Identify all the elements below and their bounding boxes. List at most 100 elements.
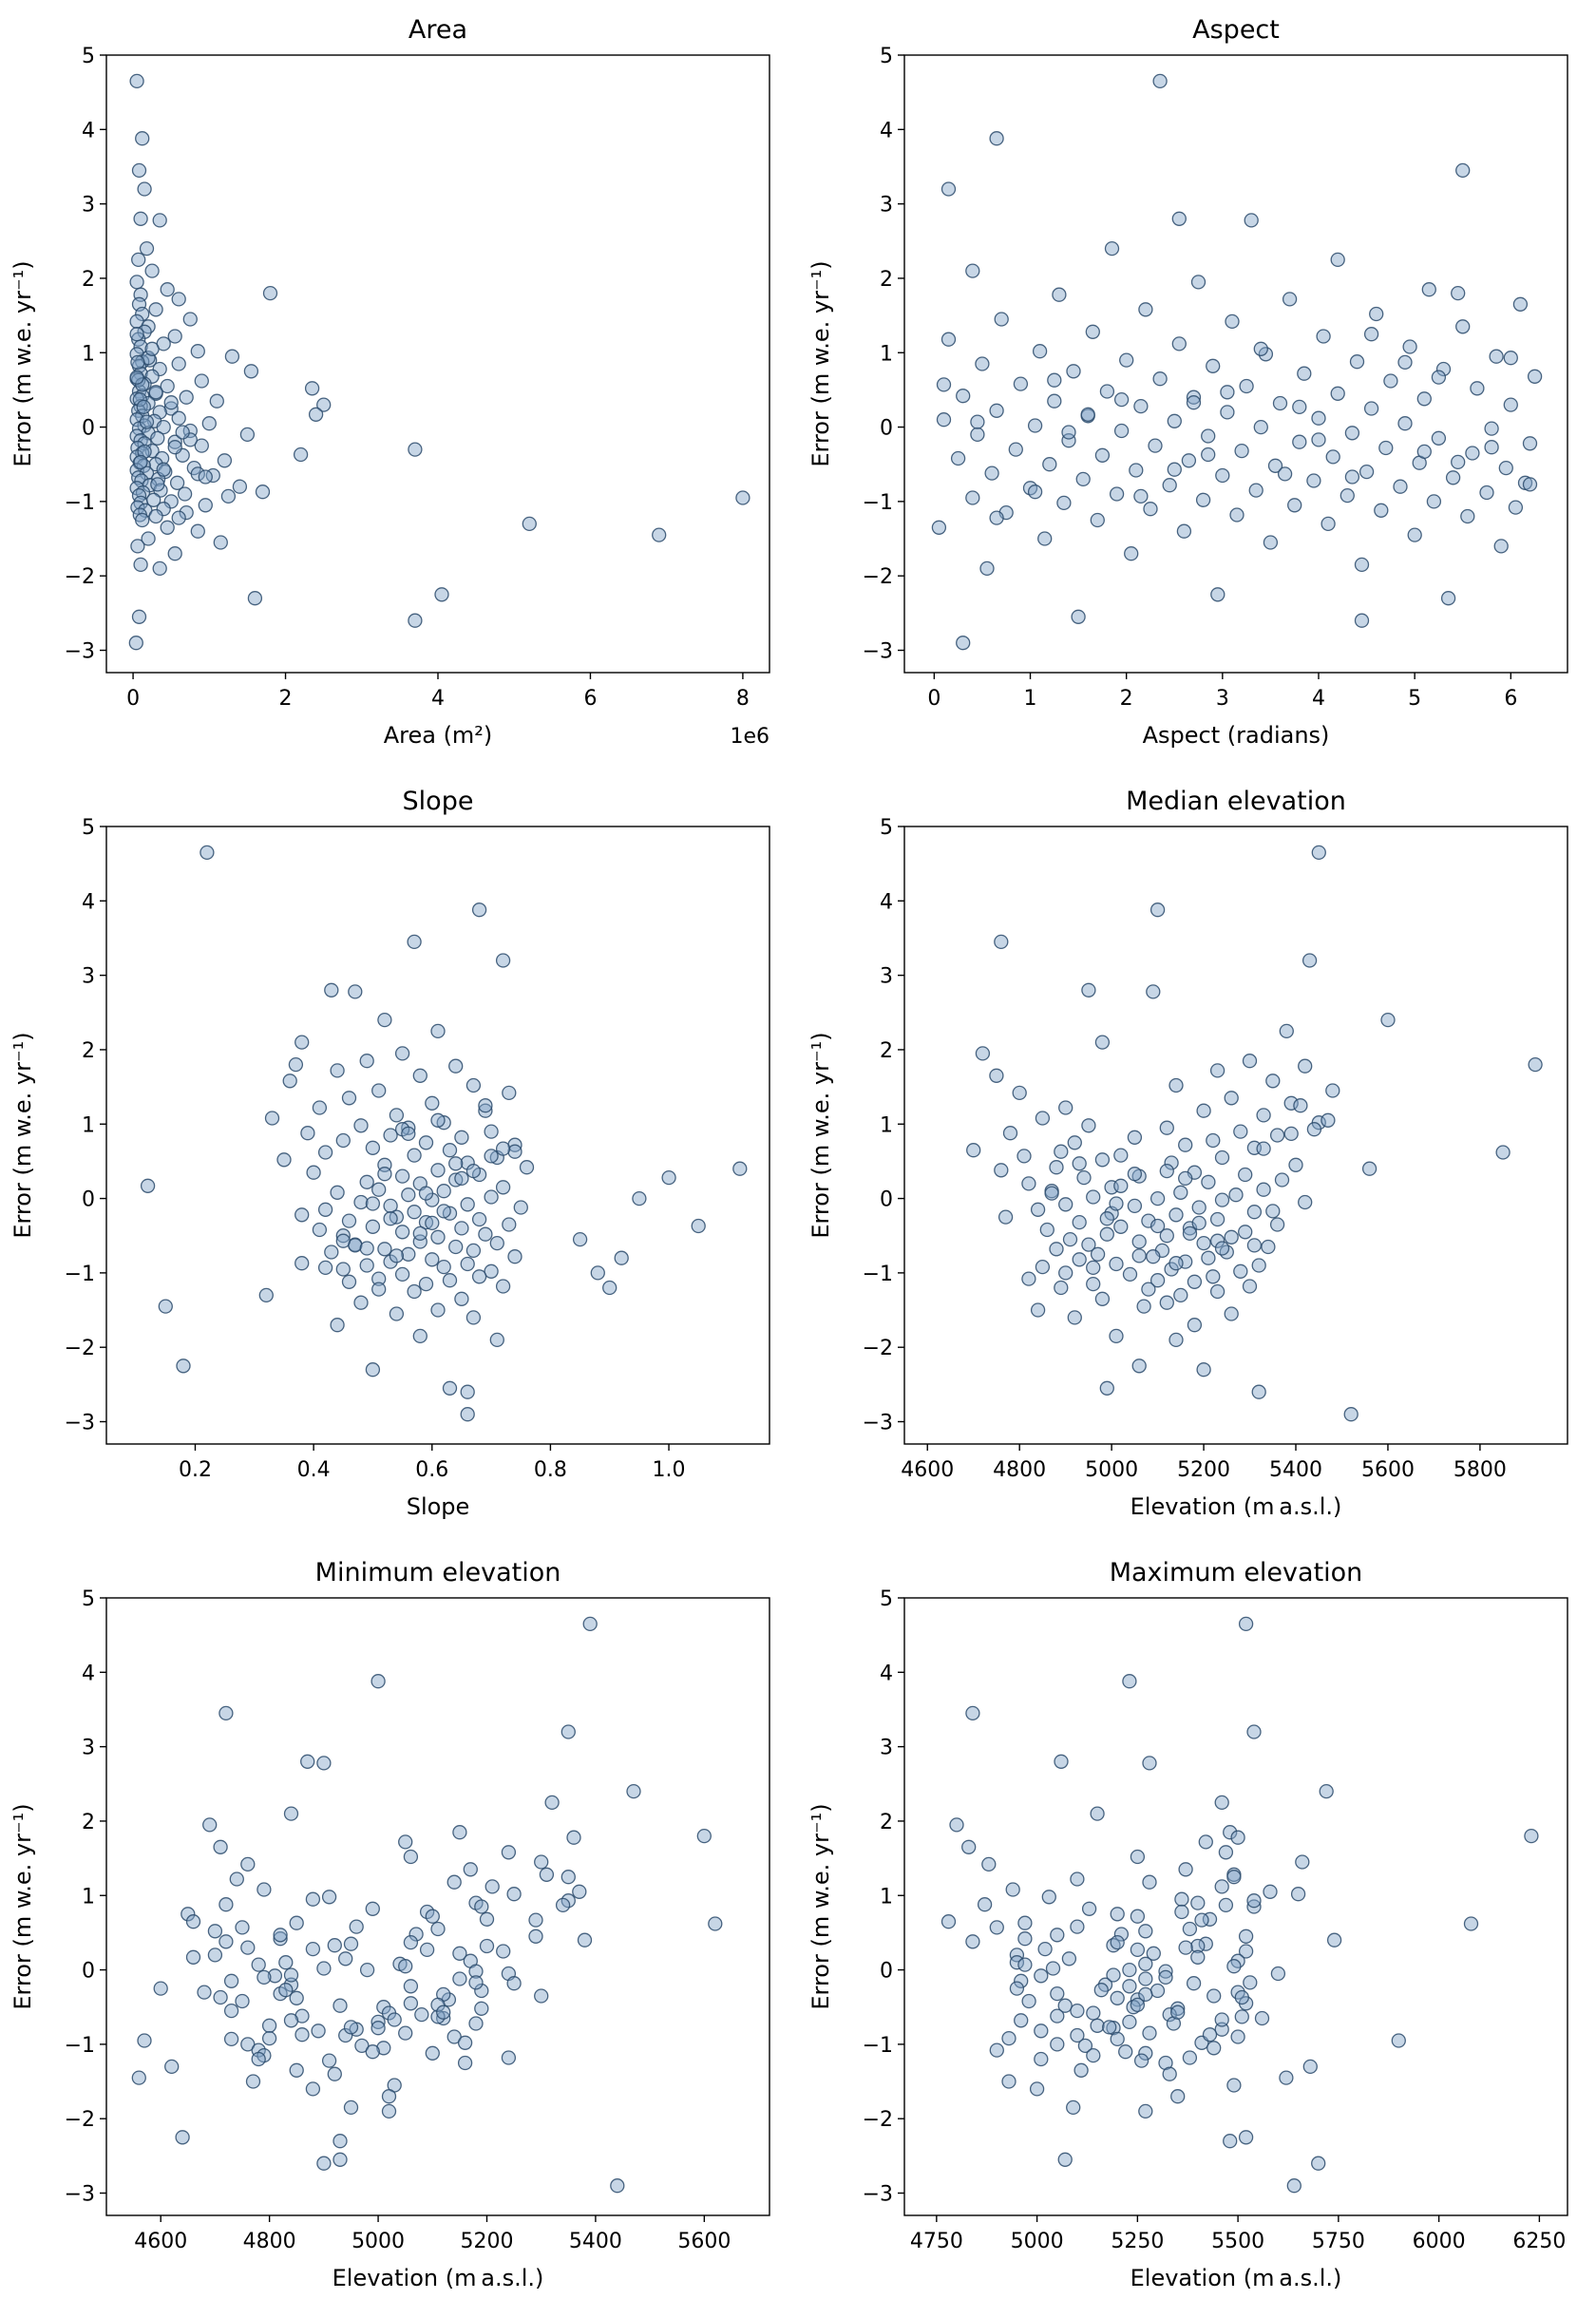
x-tick-label: 5000 [1085,1458,1138,1482]
data-point [239,427,256,443]
data-point [513,1200,528,1215]
data-point [940,1914,957,1929]
data-point [534,1854,549,1870]
data-point [1302,953,1318,968]
data-point [251,1957,266,1972]
data-point [1061,1951,1077,1966]
data-point [289,1915,304,1930]
data-point [398,1834,413,1850]
data-point [454,1221,469,1236]
data-point [970,414,985,429]
data-point [1030,1302,1046,1318]
x-tick-label: 0.2 [179,1458,212,1482]
data-point [1070,2027,1085,2043]
data-point [300,1126,315,1141]
x-tick-label: 5400 [569,2230,622,2253]
data-point [128,636,143,651]
data-point [1058,1265,1074,1281]
y-tick-label: 2 [82,1811,95,1834]
data-point [156,502,171,517]
data-point [460,1197,475,1212]
data-point [1209,1211,1226,1227]
data-point [1182,1226,1198,1242]
y-axis-label: Error (m w.e. yr⁻¹) [808,1032,834,1238]
data-point [430,1302,446,1318]
data-point [213,535,228,550]
y-tick-label: −3 [863,1412,893,1435]
data-point [1014,2013,1029,2028]
data-point [289,1990,304,2005]
data-point [1223,2134,1238,2149]
data-point [261,2030,277,2046]
data-point [1495,1145,1510,1160]
data-point [129,275,144,290]
data-point [1058,1197,1074,1212]
data-point [305,1941,321,1957]
data-point [1226,2078,1242,2093]
data-point [152,560,167,577]
x-tick-label: 6000 [1413,2230,1466,2253]
data-point [1201,1250,1216,1265]
data-point [1196,1362,1211,1378]
data-point [1261,1239,1276,1255]
data-point [1263,1884,1278,1899]
data-point [1463,1916,1479,1931]
y-tick-label: −2 [863,2108,893,2132]
x-tick-label: 5600 [677,2230,731,2253]
data-point [1340,487,1355,504]
data-point [425,1909,440,1924]
data-point [129,327,144,342]
data-point [1306,1122,1322,1137]
data-point [1479,484,1494,501]
data-point [276,1152,292,1168]
data-point [1109,1328,1124,1344]
data-point [407,1148,422,1163]
data-point [1142,1756,1157,1771]
data-point [144,263,160,278]
data-point [164,2059,180,2075]
data-point [150,477,165,492]
data-point [463,1862,478,1877]
y-tick-label: −3 [65,1412,95,1435]
subplot-maximum-elevation: Maximum elevation Error (m w.e. yr⁻¹) Elev… [798,1543,1596,2314]
plot-title: Aspect [1192,15,1280,45]
data-point [283,1967,299,1983]
data-point [317,1145,333,1160]
data-point [1206,1269,1221,1284]
data-point [185,1914,201,1929]
data-point [452,1825,467,1840]
y-tick-label: 5 [82,1587,95,1611]
data-point [1455,162,1471,179]
data-point [1058,1100,1074,1115]
data-point [1253,341,1268,356]
data-point [454,1291,469,1306]
y-tick-label: 5 [880,1587,893,1611]
data-point [294,1035,310,1050]
y-tick-label: −1 [863,2034,893,2058]
y-tick-label: 2 [82,268,95,292]
data-point [316,1961,332,1976]
data-point [506,1976,522,1991]
data-point [1081,1118,1096,1133]
data-point [1182,2050,1198,2065]
data-point [430,1112,446,1128]
data-point [966,1143,981,1158]
data-point [136,399,151,415]
data-point [1122,1979,1137,1994]
plot-title: Median elevation [1126,787,1346,816]
data-point [519,1160,535,1175]
data-point [414,2006,429,2023]
data-point [1191,1200,1206,1215]
data-point [1074,2062,1089,2078]
data-point [1142,2025,1157,2041]
data-point [471,1269,487,1284]
data-point [194,373,209,389]
data-point [474,1899,489,1914]
data-point [446,2029,462,2044]
data-point [1162,2066,1177,2081]
data-point [1106,1967,1121,1983]
y-tick-label: 5 [82,45,95,68]
data-point [1246,1724,1262,1739]
data-point [989,1920,1004,1935]
data-point [1263,535,1279,550]
